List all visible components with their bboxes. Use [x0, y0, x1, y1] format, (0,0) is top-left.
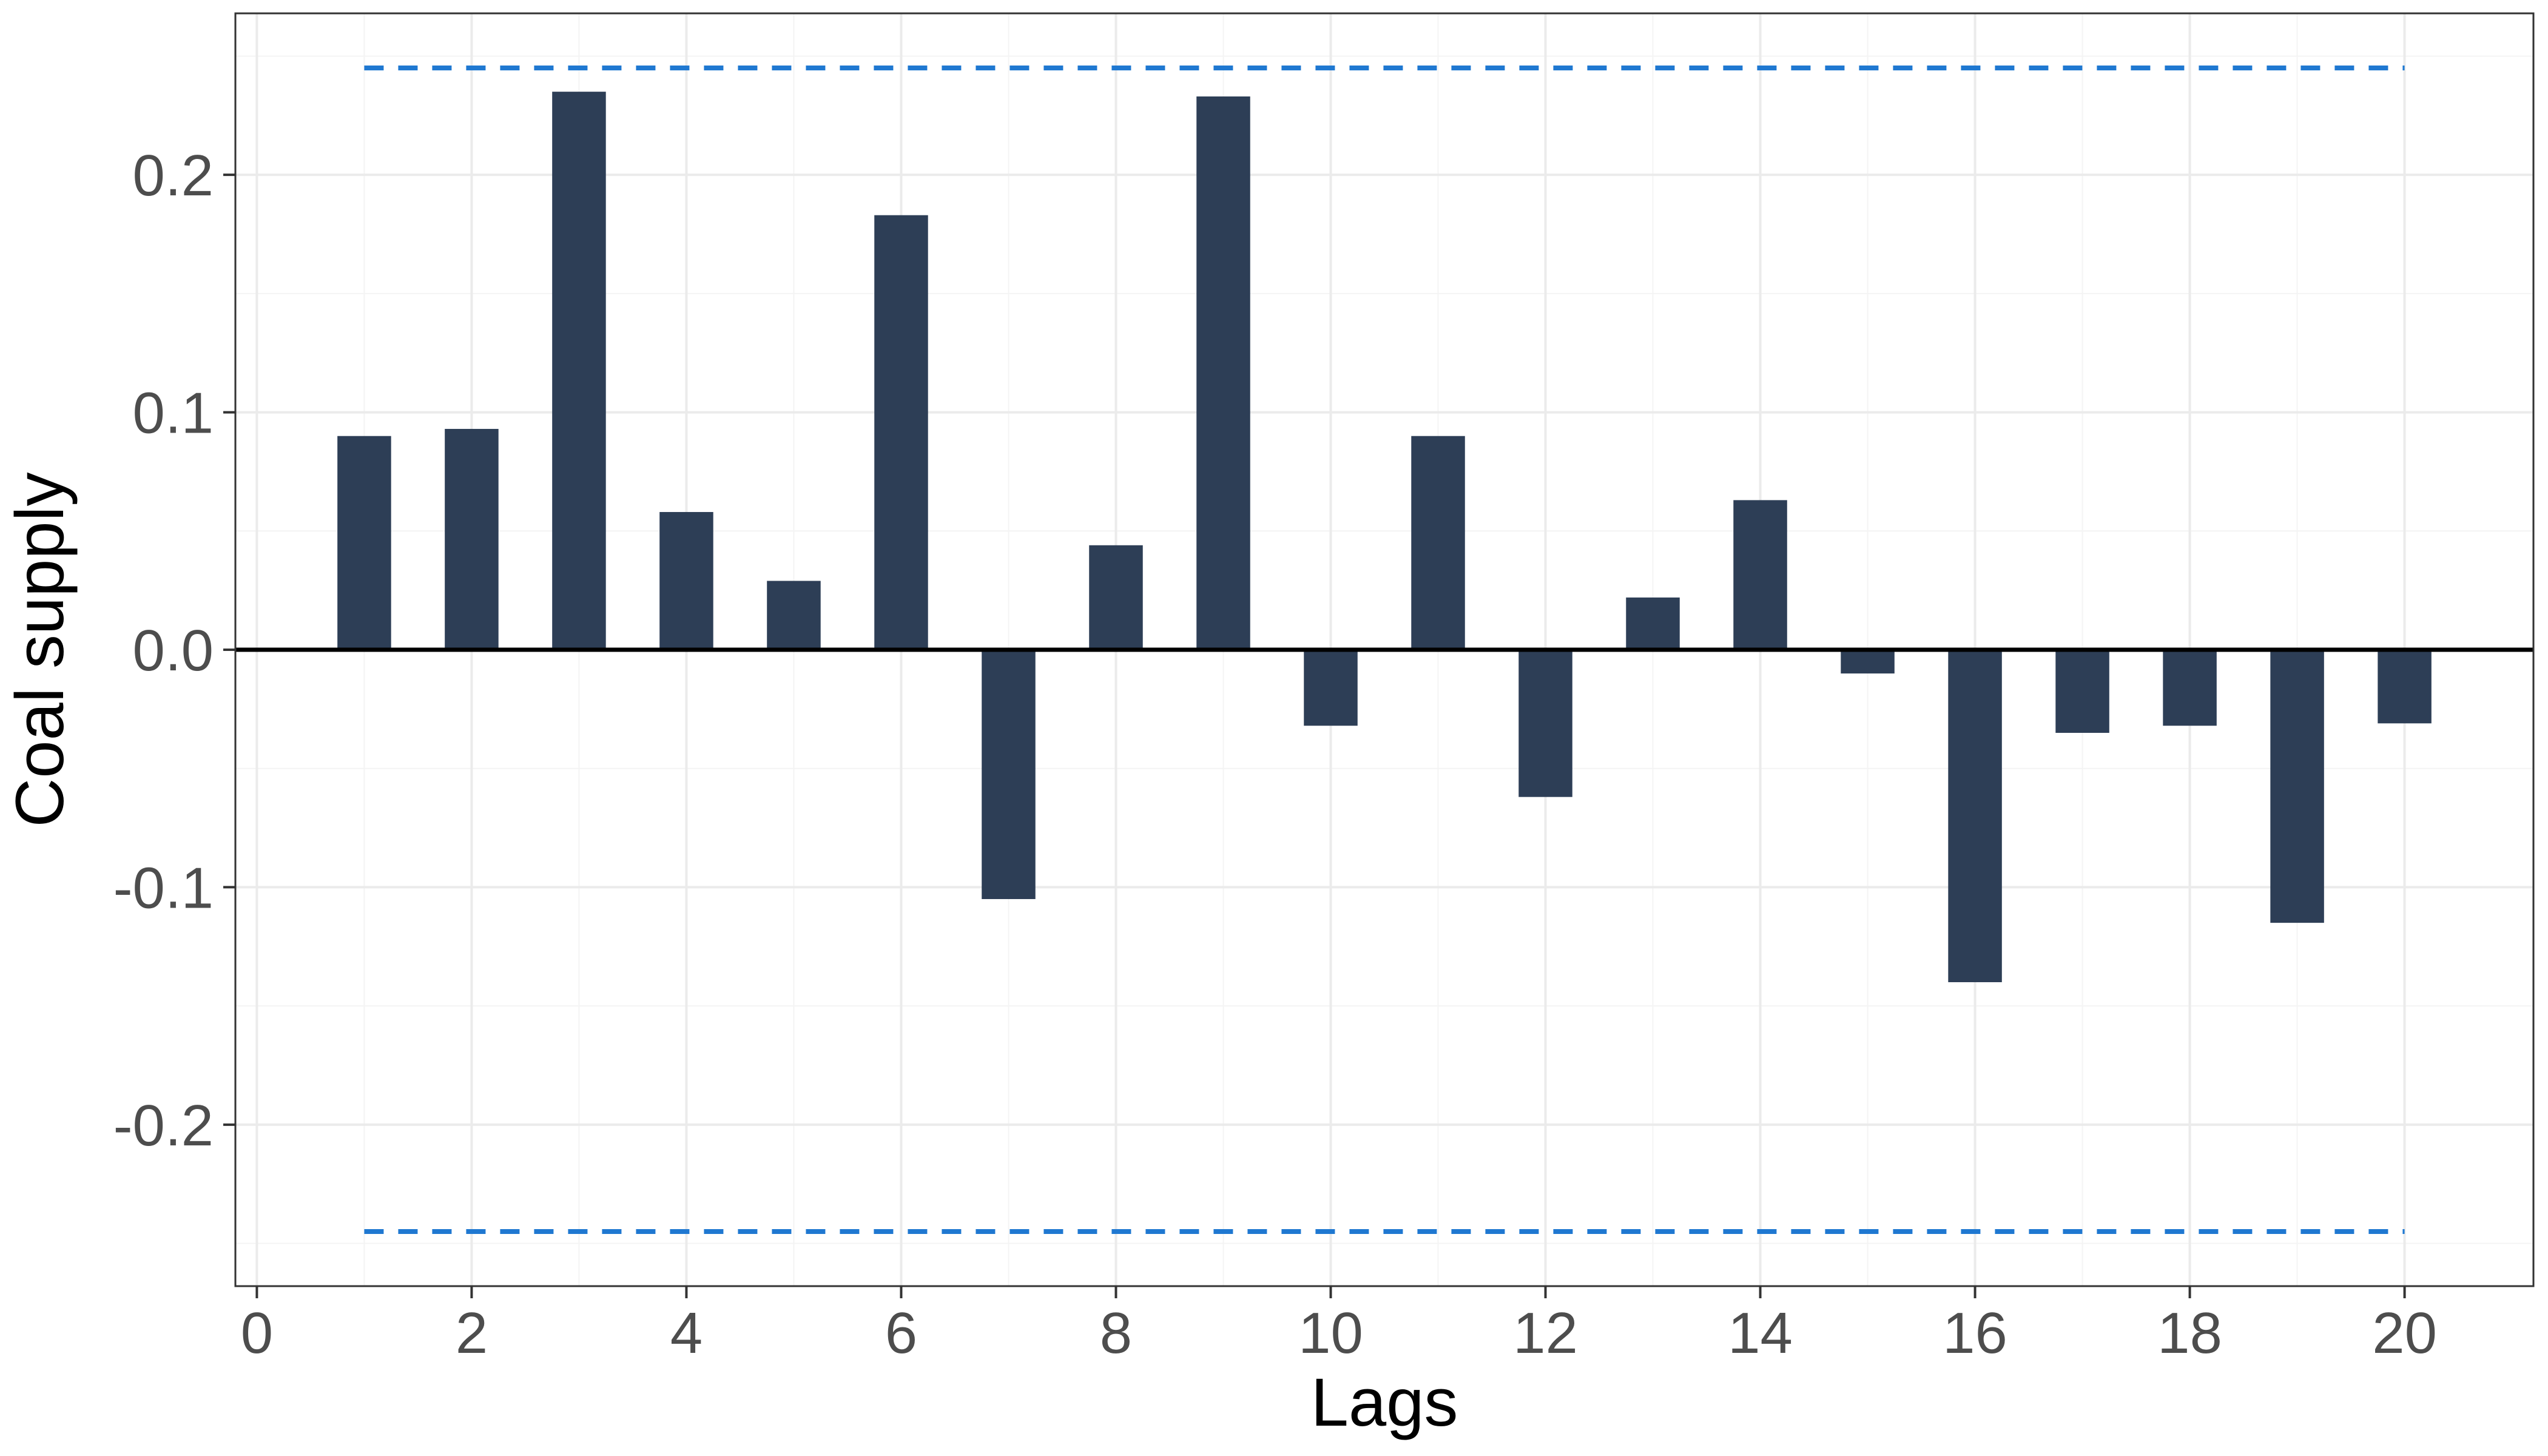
y-tick-label: -0.1 [113, 855, 214, 920]
bar-lag-8 [1089, 545, 1143, 650]
y-tick-label: 0.1 [133, 381, 214, 446]
x-tick-label: 16 [1943, 1301, 2007, 1366]
y-tick-label: 0.2 [133, 143, 214, 208]
bar-lag-7 [982, 650, 1036, 899]
bar-lag-1 [337, 436, 391, 650]
bar-lag-3 [552, 92, 606, 650]
bar-lag-11 [1411, 436, 1465, 650]
x-tick-label: 0 [241, 1301, 273, 1366]
bar-lag-19 [2270, 650, 2324, 923]
bar-lag-4 [659, 511, 713, 650]
confidence-bounds [364, 66, 2405, 1234]
y-axis-title: Coal supply [2, 472, 78, 827]
x-tick-label: 8 [1100, 1301, 1132, 1366]
bar-lag-12 [1518, 650, 1572, 797]
bar-lag-18 [2163, 650, 2217, 726]
x-tick-label: 18 [2157, 1301, 2222, 1366]
x-axis: 0 2 4 6 8 10 12 14 16 18 20 [241, 1286, 2437, 1366]
x-tick-label: 6 [885, 1301, 917, 1366]
bar-lag-17 [2055, 650, 2109, 733]
x-tick-label: 14 [1728, 1301, 1793, 1366]
bar-lag-16 [1948, 650, 2002, 982]
x-tick-label: 20 [2372, 1301, 2437, 1366]
y-tick-label: -0.2 [113, 1093, 214, 1158]
x-tick-label: 12 [1513, 1301, 1578, 1366]
x-axis-title: Lags [1311, 1364, 1458, 1440]
bar-lag-2 [445, 428, 499, 650]
bar-series [337, 92, 2432, 982]
bar-lag-10 [1304, 650, 1358, 726]
y-axis: -0.2 -0.1 0.0 0.1 0.2 [113, 143, 235, 1158]
bar-lag-15 [1841, 650, 1895, 674]
bar-lag-13 [1626, 597, 1680, 650]
x-tick-label: 2 [456, 1301, 488, 1366]
bar-lag-14 [1733, 500, 1787, 650]
bar-lag-9 [1196, 96, 1250, 650]
bar-lag-6 [874, 215, 928, 650]
bar-lag-20 [2378, 650, 2432, 724]
x-tick-label: 10 [1298, 1301, 1363, 1366]
y-tick-label: 0.0 [133, 618, 214, 683]
x-tick-label: 4 [670, 1301, 703, 1366]
bar-lag-5 [767, 581, 821, 650]
